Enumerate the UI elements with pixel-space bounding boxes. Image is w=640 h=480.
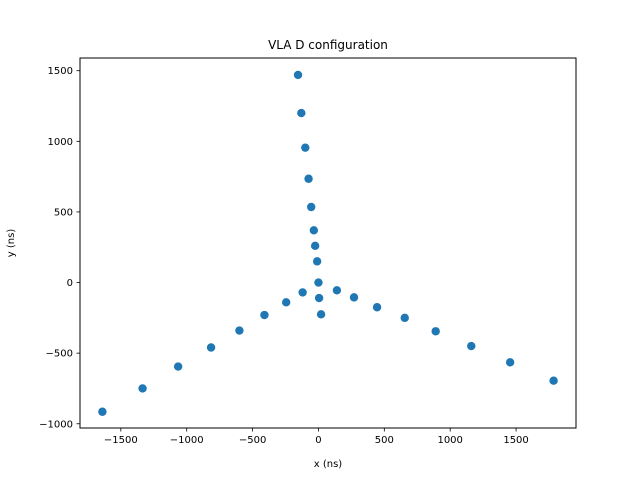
data-point (309, 226, 319, 235)
x-tick-label: 0 (315, 435, 321, 446)
data-point (297, 108, 306, 118)
data-point (314, 278, 323, 287)
y-tick-label: 0 (67, 278, 73, 289)
y-tick-label: −1000 (39, 419, 73, 430)
chart-title: VLA D configuration (268, 38, 388, 52)
data-point (549, 376, 558, 385)
data-point (304, 174, 313, 183)
data-point (349, 293, 359, 302)
data-point (98, 407, 107, 416)
data-point (431, 327, 440, 336)
y-axis-label: y (ns) (6, 229, 17, 258)
y-tick-label: −500 (46, 349, 73, 360)
x-tick-label: 1500 (503, 435, 528, 446)
x-tick-label: −500 (239, 435, 266, 446)
x-tick-label: −1500 (104, 435, 138, 446)
y-tick-label: 1000 (48, 137, 73, 148)
data-point (281, 298, 291, 307)
data-point (310, 241, 320, 251)
data-point (138, 384, 147, 393)
data-point (332, 286, 342, 295)
data-point (293, 70, 303, 80)
axis-ticks: −1500 −1000 −500 0 500 1000 1500 −1000 −500 0 500 1… (39, 66, 529, 446)
data-point (260, 310, 269, 320)
data-point (312, 257, 322, 266)
x-tick-label: 1000 (437, 435, 462, 446)
x-tick-label: 500 (375, 435, 394, 446)
data-point (235, 326, 244, 335)
data-point (301, 143, 310, 152)
y-tick-label: 1500 (48, 66, 73, 77)
data-point (307, 202, 316, 212)
x-tick-label: −1000 (170, 435, 204, 446)
data-points (98, 70, 558, 416)
data-point (467, 341, 476, 351)
plot-area-frame (79, 57, 577, 429)
data-point (206, 343, 216, 352)
y-tick-label: 500 (54, 207, 73, 218)
data-point (505, 358, 515, 367)
data-point (316, 310, 326, 319)
data-point (400, 313, 409, 323)
data-point (298, 288, 307, 297)
data-point (314, 293, 324, 303)
data-point (372, 303, 382, 312)
x-axis-label: x (ns) (314, 459, 343, 470)
data-point (173, 362, 183, 371)
